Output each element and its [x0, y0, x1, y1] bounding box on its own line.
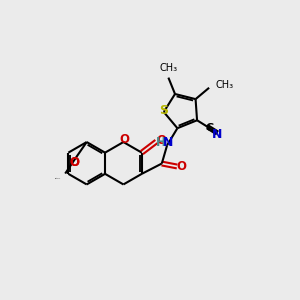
Text: O: O	[156, 134, 166, 147]
Text: O: O	[70, 156, 80, 169]
Text: N: N	[212, 128, 223, 141]
Text: O: O	[70, 156, 80, 169]
Text: S: S	[159, 104, 168, 117]
Text: O: O	[177, 160, 187, 173]
Text: O: O	[119, 133, 129, 146]
Text: methoxy: methoxy	[55, 177, 61, 178]
Text: C: C	[206, 123, 214, 133]
Text: CH₃: CH₃	[159, 63, 178, 73]
Text: N: N	[163, 136, 173, 149]
Text: CH₃: CH₃	[216, 80, 234, 90]
Text: H: H	[156, 136, 166, 149]
